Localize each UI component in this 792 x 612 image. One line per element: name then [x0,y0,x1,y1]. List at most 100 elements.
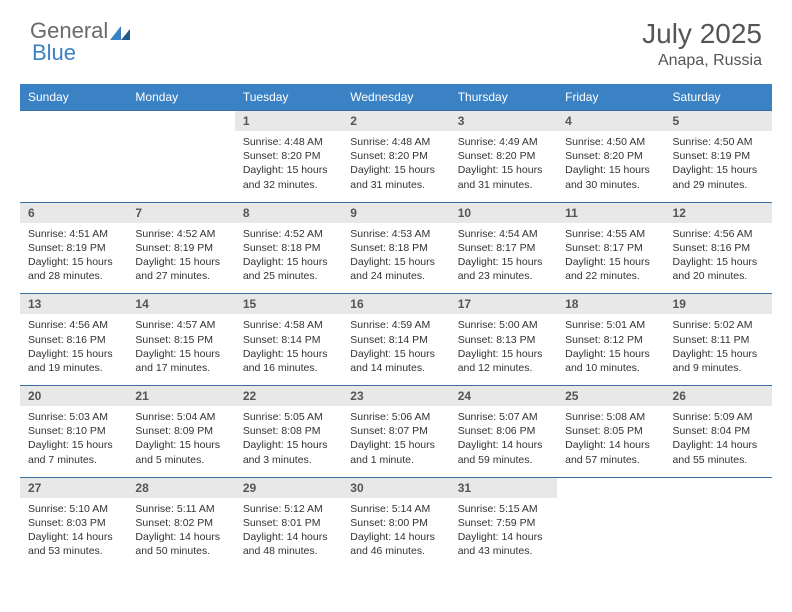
day-20-number: 20 [20,386,127,407]
day-22-body: Sunrise: 5:05 AMSunset: 8:08 PMDaylight:… [235,406,342,477]
daylight: Daylight: 14 hours and 55 minutes. [673,438,764,466]
day-9-number: 9 [342,202,449,223]
daylight: Daylight: 15 hours and 28 minutes. [28,255,119,283]
sunset: Sunset: 8:12 PM [565,333,656,347]
daylight: Daylight: 14 hours and 43 minutes. [458,530,549,558]
daylight: Daylight: 15 hours and 27 minutes. [135,255,226,283]
week-1-body-row: Sunrise: 4:51 AMSunset: 8:19 PMDaylight:… [20,223,772,294]
sunset: Sunset: 8:08 PM [243,424,334,438]
sunrise: Sunrise: 4:52 AM [135,227,226,241]
daylight: Daylight: 15 hours and 14 minutes. [350,347,441,375]
day-20-body: Sunrise: 5:03 AMSunset: 8:10 PMDaylight:… [20,406,127,477]
day-29-body: Sunrise: 5:12 AMSunset: 8:01 PMDaylight:… [235,498,342,569]
day-26-number: 26 [665,386,772,407]
day-2-body: Sunrise: 4:48 AMSunset: 8:20 PMDaylight:… [342,131,449,202]
day-31-number: 31 [450,477,557,498]
day-24-number: 24 [450,386,557,407]
empty-cell [127,131,234,202]
dow-tuesday: Tuesday [235,84,342,111]
day-31-body: Sunrise: 5:15 AMSunset: 7:59 PMDaylight:… [450,498,557,569]
sunset: Sunset: 8:18 PM [243,241,334,255]
day-30-body: Sunrise: 5:14 AMSunset: 8:00 PMDaylight:… [342,498,449,569]
empty-cell [665,498,772,569]
day-26-body: Sunrise: 5:09 AMSunset: 8:04 PMDaylight:… [665,406,772,477]
day-19-body: Sunrise: 5:02 AMSunset: 8:11 PMDaylight:… [665,314,772,385]
day-4-body: Sunrise: 4:50 AMSunset: 8:20 PMDaylight:… [557,131,664,202]
sunset: Sunset: 8:18 PM [350,241,441,255]
day-17-number: 17 [450,294,557,315]
day-12-body: Sunrise: 4:56 AMSunset: 8:16 PMDaylight:… [665,223,772,294]
daylight: Daylight: 15 hours and 16 minutes. [243,347,334,375]
day-8-body: Sunrise: 4:52 AMSunset: 8:18 PMDaylight:… [235,223,342,294]
daylight: Daylight: 15 hours and 9 minutes. [673,347,764,375]
day-28-number: 28 [127,477,234,498]
empty-cell [20,131,127,202]
sunset: Sunset: 8:19 PM [673,149,764,163]
day-25-body: Sunrise: 5:08 AMSunset: 8:05 PMDaylight:… [557,406,664,477]
dow-thursday: Thursday [450,84,557,111]
day-25-number: 25 [557,386,664,407]
sunrise: Sunrise: 4:57 AM [135,318,226,332]
sunrise: Sunrise: 5:00 AM [458,318,549,332]
day-28-body: Sunrise: 5:11 AMSunset: 8:02 PMDaylight:… [127,498,234,569]
day-18-body: Sunrise: 5:01 AMSunset: 8:12 PMDaylight:… [557,314,664,385]
sunrise: Sunrise: 5:11 AM [135,502,226,516]
day-22-number: 22 [235,386,342,407]
sunrise: Sunrise: 4:49 AM [458,135,549,149]
day-6-number: 6 [20,202,127,223]
sunset: Sunset: 8:10 PM [28,424,119,438]
day-3-body: Sunrise: 4:49 AMSunset: 8:20 PMDaylight:… [450,131,557,202]
sunrise: Sunrise: 4:52 AM [243,227,334,241]
day-18-number: 18 [557,294,664,315]
sunrise: Sunrise: 5:14 AM [350,502,441,516]
daylight: Daylight: 15 hours and 22 minutes. [565,255,656,283]
day-19-number: 19 [665,294,772,315]
dow-row: SundayMondayTuesdayWednesdayThursdayFrid… [20,84,772,111]
day-21-number: 21 [127,386,234,407]
sunrise: Sunrise: 5:06 AM [350,410,441,424]
page-header: General July 2025 Anapa, Russia [0,0,792,78]
sunrise: Sunrise: 4:50 AM [565,135,656,149]
day-10-body: Sunrise: 4:54 AMSunset: 8:17 PMDaylight:… [450,223,557,294]
sunrise: Sunrise: 5:09 AM [673,410,764,424]
day-8-number: 8 [235,202,342,223]
empty-cell [557,498,664,569]
sunset: Sunset: 8:16 PM [28,333,119,347]
logo-line2: Blue [32,40,76,66]
daylight: Daylight: 15 hours and 19 minutes. [28,347,119,375]
day-1-body: Sunrise: 4:48 AMSunset: 8:20 PMDaylight:… [235,131,342,202]
daylight: Daylight: 15 hours and 24 minutes. [350,255,441,283]
sunset: Sunset: 8:20 PM [565,149,656,163]
sunset: Sunset: 8:14 PM [350,333,441,347]
sunrise: Sunrise: 4:55 AM [565,227,656,241]
daylight: Daylight: 15 hours and 17 minutes. [135,347,226,375]
sunset: Sunset: 8:11 PM [673,333,764,347]
sunrise: Sunrise: 5:01 AM [565,318,656,332]
dow-friday: Friday [557,84,664,111]
title-block: July 2025 Anapa, Russia [642,18,762,70]
sunset: Sunset: 8:19 PM [135,241,226,255]
day-15-body: Sunrise: 4:58 AMSunset: 8:14 PMDaylight:… [235,314,342,385]
month-title: July 2025 [642,18,762,50]
daylight: Daylight: 15 hours and 1 minute. [350,438,441,466]
sunset: Sunset: 8:03 PM [28,516,119,530]
daylight: Daylight: 14 hours and 46 minutes. [350,530,441,558]
week-4-num-row: 2728293031 [20,477,772,498]
week-0-num-row: 12345 [20,111,772,132]
location: Anapa, Russia [642,52,762,70]
daylight: Daylight: 15 hours and 30 minutes. [565,163,656,191]
sunset: Sunset: 8:20 PM [243,149,334,163]
sunrise: Sunrise: 4:58 AM [243,318,334,332]
sunset: Sunset: 8:19 PM [28,241,119,255]
daylight: Daylight: 15 hours and 7 minutes. [28,438,119,466]
sunrise: Sunrise: 5:10 AM [28,502,119,516]
day-15-number: 15 [235,294,342,315]
sunrise: Sunrise: 5:04 AM [135,410,226,424]
calendar-table: SundayMondayTuesdayWednesdayThursdayFrid… [20,84,772,568]
day-23-number: 23 [342,386,449,407]
day-23-body: Sunrise: 5:06 AMSunset: 8:07 PMDaylight:… [342,406,449,477]
day-16-body: Sunrise: 4:59 AMSunset: 8:14 PMDaylight:… [342,314,449,385]
daylight: Daylight: 15 hours and 31 minutes. [458,163,549,191]
sunset: Sunset: 7:59 PM [458,516,549,530]
sunset: Sunset: 8:02 PM [135,516,226,530]
